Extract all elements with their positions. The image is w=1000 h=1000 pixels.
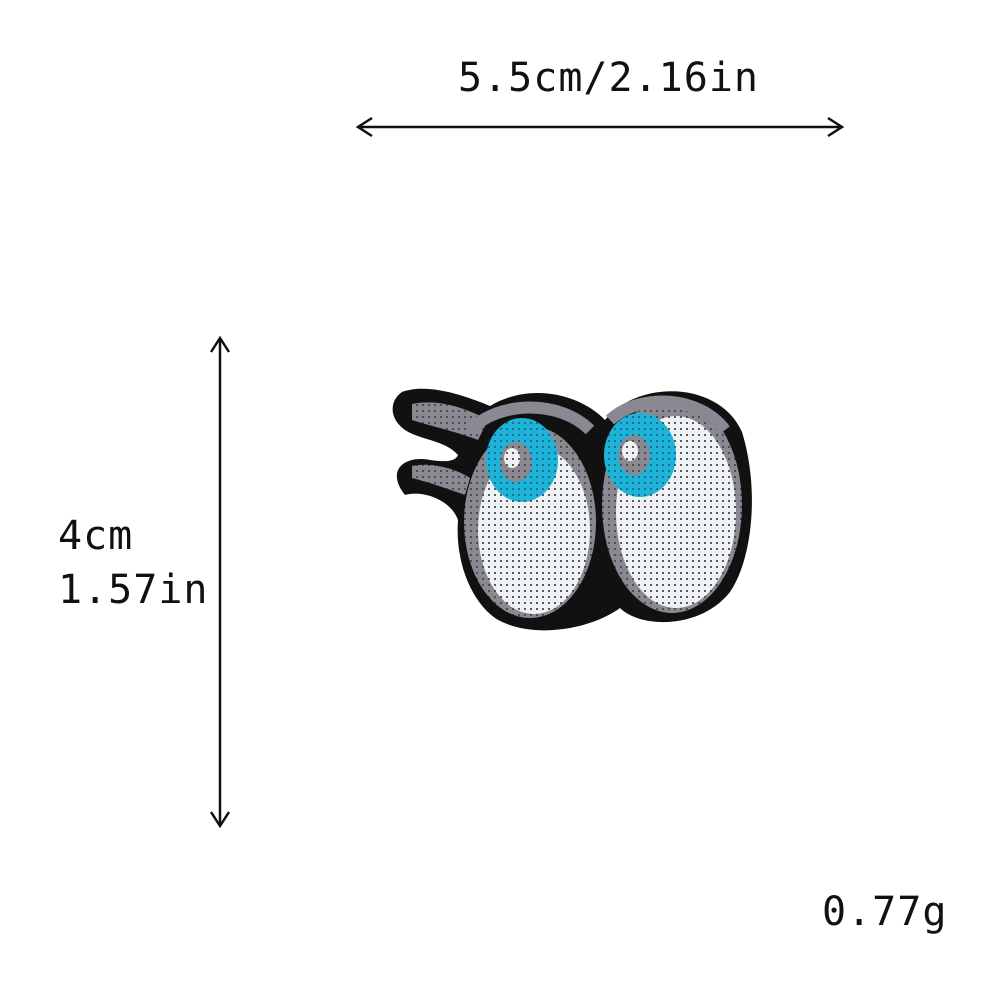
right-iris-icon bbox=[604, 413, 676, 497]
left-iris-icon bbox=[486, 418, 558, 502]
eyes-patch-icon bbox=[392, 388, 752, 631]
height-dimension-cm-label: 4cm bbox=[58, 513, 134, 559]
width-arrow bbox=[355, 116, 845, 138]
width-dimension-label: 5.5cm/2.16in bbox=[458, 55, 759, 101]
height-arrow bbox=[209, 335, 231, 829]
height-dimension-in-label: 1.57in bbox=[58, 567, 209, 613]
weight-label: 0.77g bbox=[822, 889, 948, 935]
